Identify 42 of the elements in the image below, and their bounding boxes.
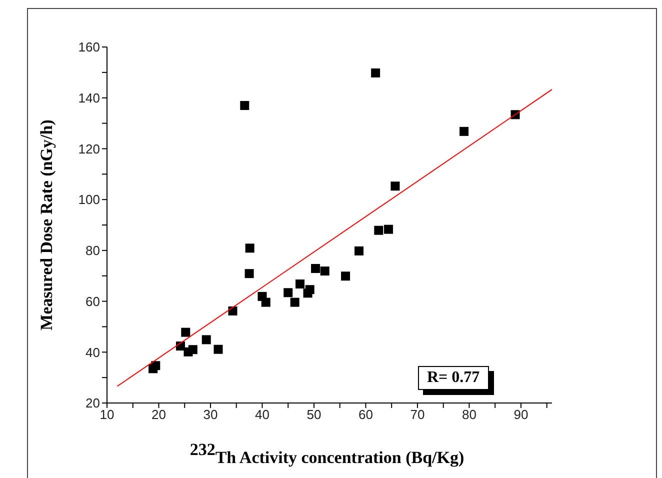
x-tick-label: 30: [203, 407, 218, 422]
annotation: R= 0.77: [418, 366, 489, 390]
x-tick-label: 20: [152, 407, 166, 422]
y-tick-label: 40: [86, 344, 100, 360]
point: [261, 298, 270, 307]
point: [188, 345, 198, 354]
point: [371, 68, 380, 78]
y-tick-label: 120: [78, 141, 100, 156]
point: [181, 328, 190, 337]
point: [390, 182, 400, 191]
y-tick-label: 160: [78, 40, 100, 55]
point: [151, 361, 160, 370]
point: [341, 272, 350, 281]
point: [384, 224, 393, 234]
point: [354, 246, 364, 256]
point: [290, 298, 300, 307]
x-tick-label: 70: [410, 407, 425, 422]
point: [214, 344, 223, 354]
point: [228, 306, 238, 316]
x-tick-label: 60: [358, 407, 373, 422]
point: [296, 279, 305, 288]
y-tick-label: 60: [86, 294, 100, 309]
y-tick-label: 80: [86, 243, 100, 258]
y-tick-label: 20: [86, 396, 100, 411]
point: [240, 100, 250, 110]
x-tick-label: 40: [255, 407, 270, 422]
point: [305, 285, 314, 294]
point: [320, 266, 330, 276]
point: [284, 288, 293, 298]
x-tick-label: 90: [514, 407, 528, 422]
y-tick-label: 100: [78, 192, 100, 208]
x-tick-label: 10: [100, 407, 114, 422]
point: [202, 335, 211, 344]
x-tick-label: 80: [462, 407, 476, 422]
point: [244, 269, 254, 278]
point: [245, 244, 254, 253]
y-axis-title: Measured Dose Rate (nGy/h): [37, 120, 57, 330]
y-tick-label: 140: [78, 90, 100, 106]
point: [460, 126, 469, 136]
x-tick-label: 50: [306, 407, 322, 422]
point: [374, 226, 384, 235]
point: [311, 264, 320, 273]
